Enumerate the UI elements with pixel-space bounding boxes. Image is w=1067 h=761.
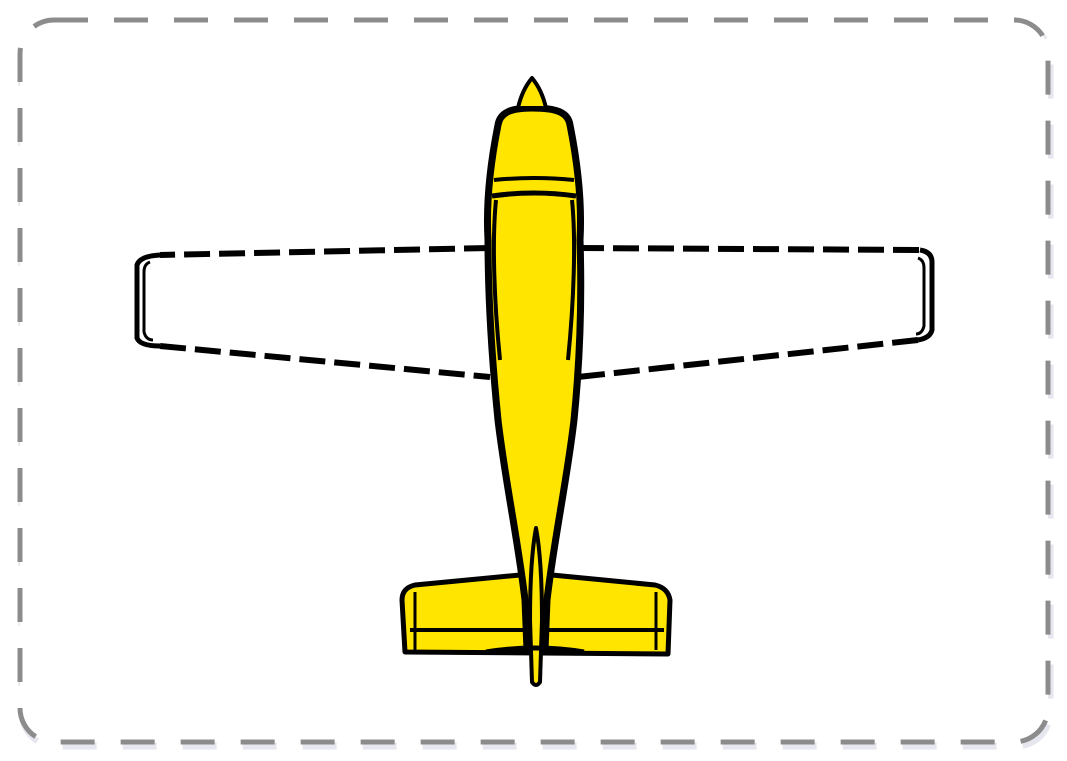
right-wing-leading-edge <box>577 245 921 253</box>
right-wing-tip <box>917 247 935 343</box>
windshield-line <box>491 190 577 199</box>
right-wing-trailing-edge <box>577 337 919 380</box>
left-wing-leading-edge <box>159 245 491 258</box>
left-wingtip-light <box>142 260 154 342</box>
vertical-fin <box>528 526 544 687</box>
left-wing <box>134 245 491 380</box>
left-wing-trailing-edge <box>159 343 491 380</box>
propeller-spinner <box>516 76 548 110</box>
right-wing <box>577 245 935 380</box>
airplane-diagram <box>134 76 935 687</box>
fuselage <box>483 76 585 687</box>
canopy-right-edge <box>566 199 577 361</box>
left-wing-tip <box>134 252 161 349</box>
right-wingtip-light <box>915 256 926 336</box>
cowling-line <box>493 176 575 182</box>
canopy-left-edge <box>491 199 502 361</box>
left-wing-shape <box>137 248 490 378</box>
tail-fairing <box>485 645 585 655</box>
